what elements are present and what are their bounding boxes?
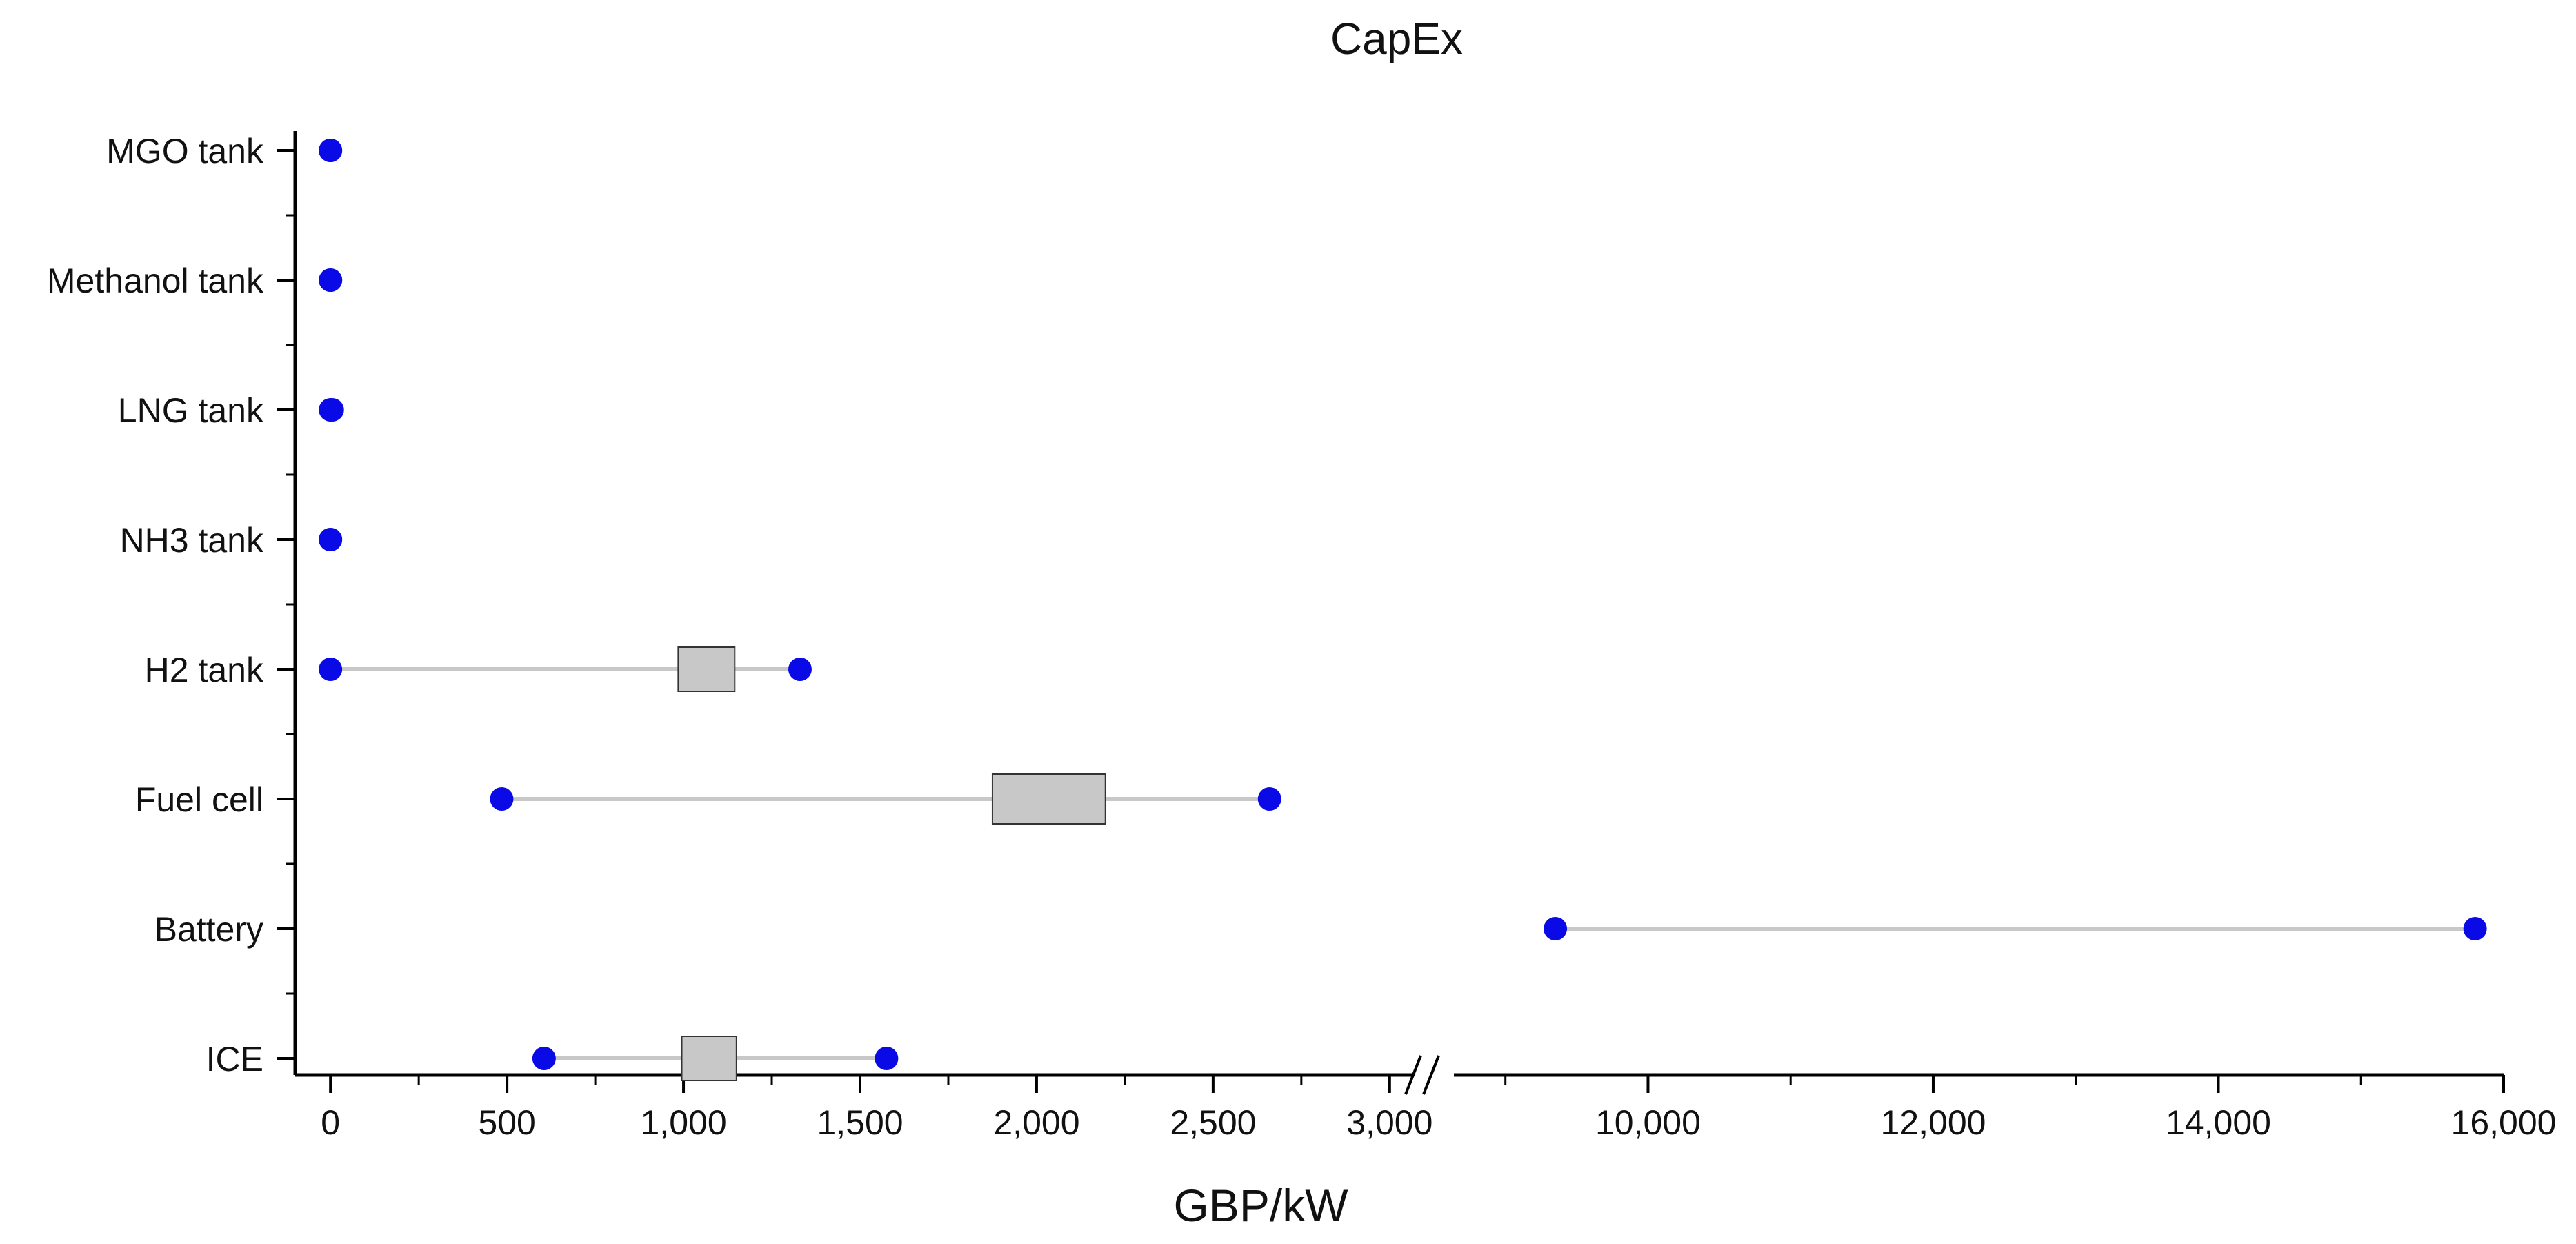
x-tick-label: 14,000	[2166, 1103, 2271, 1142]
y-category-label: Battery	[154, 910, 263, 949]
chart-marks	[319, 139, 2487, 1081]
max-point	[1257, 787, 1281, 811]
x-tick-label: 500	[478, 1103, 535, 1142]
x-tick-label: 1,000	[641, 1103, 727, 1142]
min-point	[319, 658, 343, 681]
max-point	[788, 658, 812, 681]
chart-title: CapEx	[1330, 14, 1463, 63]
max-point	[875, 1047, 899, 1070]
axis-break-mark	[1422, 1055, 1440, 1095]
y-category-label: NH3 tank	[120, 521, 264, 560]
x-axis-title: GBP/kW	[1173, 1180, 1348, 1231]
x-tick-label: 16,000	[2451, 1103, 2557, 1142]
max-point	[319, 139, 343, 162]
min-point	[1544, 917, 1568, 940]
y-category-label: LNG tank	[118, 391, 264, 430]
x-tick-label: 12,000	[1881, 1103, 1986, 1142]
y-category-label: H2 tank	[145, 651, 264, 689]
y-category-label: ICE	[206, 1040, 263, 1078]
min-point	[490, 787, 514, 811]
range-box	[681, 1036, 737, 1081]
x-tick-label: 10,000	[1595, 1103, 1701, 1142]
range-box	[991, 773, 1106, 825]
max-point	[319, 268, 343, 292]
range-box	[677, 646, 736, 692]
x-tick-label: 3,000	[1346, 1103, 1432, 1142]
x-tick-label: 0	[321, 1103, 340, 1142]
x-tick-label: 1,500	[817, 1103, 903, 1142]
chart-axes: 0 500 1,000 1,500 2,000 2,500 3,000 10,000 12,00…	[47, 131, 2557, 1142]
x-tick-label: 2,000	[993, 1103, 1079, 1142]
y-category-label: MGO tank	[106, 132, 264, 170]
min-point	[532, 1047, 556, 1070]
y-category-label: Fuel cell	[135, 780, 263, 819]
x-tick-label: 2,500	[1170, 1103, 1256, 1142]
max-point	[320, 398, 344, 422]
axis-break-mark	[1404, 1055, 1422, 1095]
y-category-label: Methanol tank	[47, 261, 264, 300]
max-point	[2463, 917, 2487, 940]
max-point	[319, 528, 343, 551]
